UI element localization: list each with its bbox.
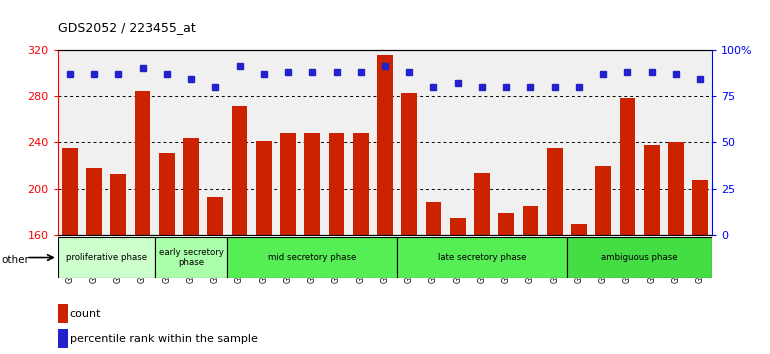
Bar [498, 213, 514, 235]
Bar [397, 237, 567, 278]
Bar [58, 329, 68, 348]
Text: early secretory
phase: early secretory phase [159, 248, 223, 267]
Bar [110, 174, 126, 235]
Bar [232, 107, 247, 235]
Bar [692, 179, 708, 235]
Bar [58, 304, 68, 323]
Bar [183, 138, 199, 235]
Bar [426, 202, 441, 235]
Bar [523, 206, 538, 235]
Bar [280, 133, 296, 235]
Bar [377, 55, 393, 235]
Bar [86, 168, 102, 235]
Bar [329, 133, 344, 235]
Bar [401, 92, 417, 235]
Bar [450, 218, 466, 235]
Bar [547, 148, 563, 235]
Text: ambiguous phase: ambiguous phase [601, 253, 678, 262]
Bar [620, 98, 635, 235]
Bar [155, 237, 227, 278]
Bar [227, 237, 397, 278]
Text: mid secretory phase: mid secretory phase [268, 253, 357, 262]
Bar [567, 237, 712, 278]
Bar [474, 173, 490, 235]
Bar [644, 145, 660, 235]
Text: GDS2052 / 223455_at: GDS2052 / 223455_at [58, 21, 196, 34]
Text: proliferative phase: proliferative phase [65, 253, 147, 262]
Bar [58, 237, 155, 278]
Bar [353, 133, 369, 235]
Bar [595, 166, 611, 235]
Text: count: count [69, 309, 101, 319]
Text: percentile rank within the sample: percentile rank within the sample [69, 334, 257, 344]
Text: late secretory phase: late secretory phase [437, 253, 526, 262]
Bar [159, 153, 175, 235]
Bar [135, 91, 150, 235]
Bar [207, 197, 223, 235]
Bar [304, 133, 320, 235]
Bar [256, 141, 272, 235]
Bar [668, 142, 684, 235]
Bar [62, 148, 78, 235]
Bar [571, 224, 587, 235]
Text: other: other [2, 255, 29, 265]
